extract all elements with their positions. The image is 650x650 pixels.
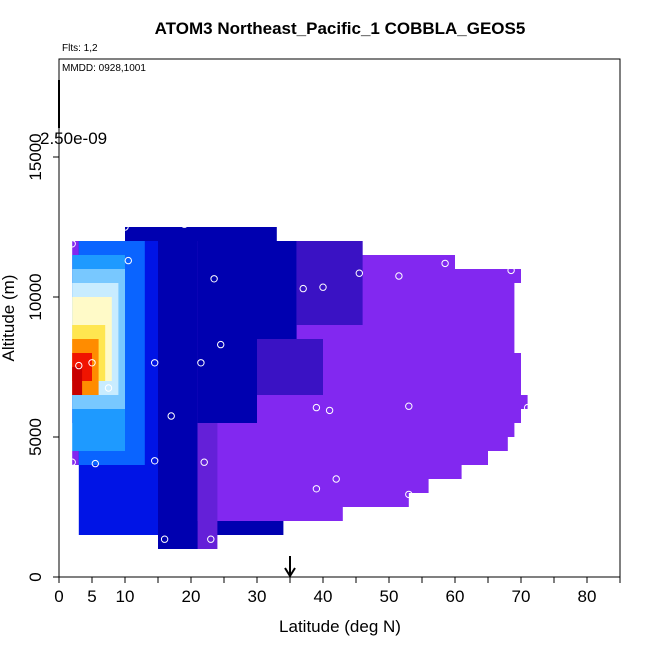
observation-point: [167, 412, 175, 420]
observation-point: [68, 458, 76, 466]
observation-point: [207, 535, 215, 543]
observation-point: [180, 220, 189, 228]
observation-point: [160, 535, 169, 543]
observation-point: [91, 459, 100, 468]
field-cell: [296, 241, 363, 325]
observation-point: [88, 359, 96, 367]
dates-label: MMDD: 0928,1001: [62, 63, 146, 74]
observation-point: [312, 485, 321, 493]
x-axis-label: Latitude (deg N): [279, 617, 401, 636]
observation-point: [319, 283, 327, 291]
latitude-marker-head: [284, 567, 296, 578]
observation-point: [312, 403, 321, 412]
observation-point: [332, 475, 340, 483]
x-tick-label: 40: [314, 587, 333, 606]
colorbar-label: 2.50e-09: [40, 129, 107, 148]
observation-point: [124, 256, 133, 265]
field-cell: [158, 227, 198, 549]
x-tick-label: 50: [380, 587, 399, 606]
observation-point: [441, 259, 449, 268]
x-tick-label: 70: [512, 587, 531, 606]
latitude-marker: [284, 556, 296, 578]
observation-point: [325, 406, 334, 415]
plot-area: [58, 58, 621, 578]
field-layer: [72, 227, 528, 549]
flights-label: Flts: 1,2: [62, 43, 98, 54]
observation-point: [507, 266, 515, 275]
observation-point: [121, 223, 129, 231]
field-cell: [197, 339, 257, 423]
chart-title: ATOM3 Northeast_Pacific_1 COBBLA_GEOS5: [155, 19, 526, 38]
observation-point: [151, 457, 159, 465]
observation-point: [151, 359, 159, 367]
x-tick-label: 80: [578, 587, 597, 606]
x-tick-label: 60: [446, 587, 465, 606]
observation-point: [200, 458, 208, 466]
x-tick-label: 0: [54, 587, 63, 606]
observation-point: [210, 275, 218, 283]
field-cell: [72, 367, 83, 395]
observation-point: [523, 403, 532, 412]
observation-point: [405, 490, 413, 499]
observation-point: [104, 384, 113, 392]
field-cell: [197, 241, 297, 339]
observation-point: [68, 240, 76, 248]
x-tick-label: 20: [182, 587, 201, 606]
observation-layer: [68, 220, 532, 543]
x-axis: 0 5 10 20 30 40 50 60 70 80: [54, 577, 621, 606]
y-tick-label: 0: [26, 572, 45, 581]
x-tick-label: 10: [116, 587, 135, 606]
observation-point: [395, 272, 403, 280]
field-cell: [197, 423, 218, 549]
y-tick-label: 10000: [26, 273, 45, 320]
x-tick-label: 30: [248, 587, 267, 606]
observation-point: [197, 359, 205, 367]
plot-frame: [58, 58, 621, 578]
x-tick-label: 5: [87, 587, 96, 606]
field-cell: [125, 227, 277, 241]
y-tick-label: 15000: [26, 133, 45, 180]
observation-point: [75, 361, 83, 370]
y-axis: 0 5000 10000 15000: [26, 133, 59, 582]
y-axis-label: Altitude (m): [0, 275, 18, 362]
observation-point: [405, 402, 413, 410]
observation-point: [217, 340, 225, 349]
observation-point: [299, 284, 307, 293]
observation-point: [355, 269, 363, 277]
field-cell: [257, 339, 323, 395]
y-tick-label: 5000: [26, 418, 45, 456]
